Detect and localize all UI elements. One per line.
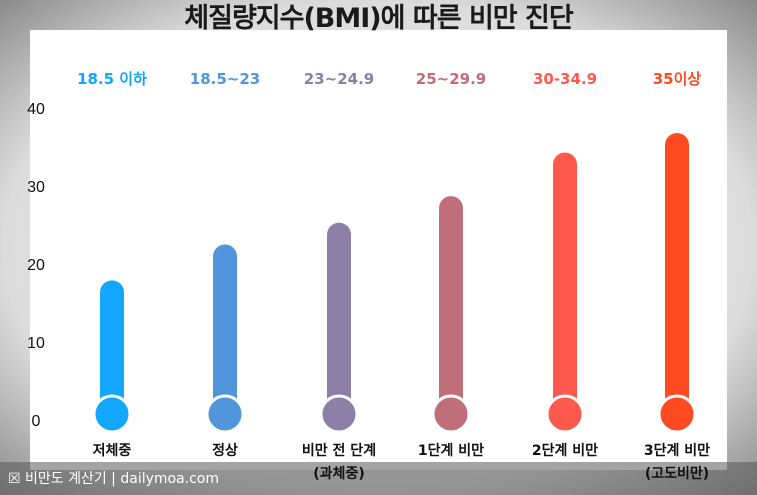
range-label: 35이상 xyxy=(653,70,702,88)
category-label: 비만 전 단계 xyxy=(302,442,376,459)
footer-bar xyxy=(0,462,757,495)
y-tick-label: 40 xyxy=(27,101,45,118)
y-tick-label: 20 xyxy=(27,257,45,274)
category-sublabel: (고도비만) xyxy=(645,466,709,482)
range-label: 18.5~23 xyxy=(190,70,260,88)
bar-3 xyxy=(439,196,463,414)
bar-2 xyxy=(327,222,351,414)
bulb-5 xyxy=(657,394,697,434)
range-label: 23~24.9 xyxy=(304,70,374,88)
category-sublabel: (과체중) xyxy=(313,466,364,482)
bar-0 xyxy=(100,280,124,414)
bulb-0 xyxy=(92,394,132,434)
chart-title: 체질량지수(BMI)에 따른 비만 진단 xyxy=(184,3,573,34)
range-label: 18.5 이하 xyxy=(77,70,147,88)
bulb-1 xyxy=(205,394,245,434)
category-label: 1단계 비만 xyxy=(418,442,484,459)
footer-credit: ☒ 비만도 계산기 | dailymoa.com xyxy=(8,471,220,487)
bar-4 xyxy=(553,152,577,414)
chart-panel xyxy=(30,30,727,470)
bar-1 xyxy=(213,244,237,414)
y-tick-label: 30 xyxy=(27,179,45,196)
range-label: 30-34.9 xyxy=(533,70,597,88)
range-label: 25~29.9 xyxy=(416,70,486,88)
category-label: 정상 xyxy=(212,442,238,459)
category-label: 3단계 비만 xyxy=(644,442,710,459)
y-tick-label: 10 xyxy=(27,335,45,352)
bulb-4 xyxy=(545,394,585,434)
bulb-2 xyxy=(319,394,359,434)
category-label: 저체중 xyxy=(93,443,132,459)
bulb-3 xyxy=(431,394,471,434)
y-tick-label: 0 xyxy=(32,413,41,430)
bar-5 xyxy=(665,132,689,414)
category-label: 2단계 비만 xyxy=(532,442,598,459)
